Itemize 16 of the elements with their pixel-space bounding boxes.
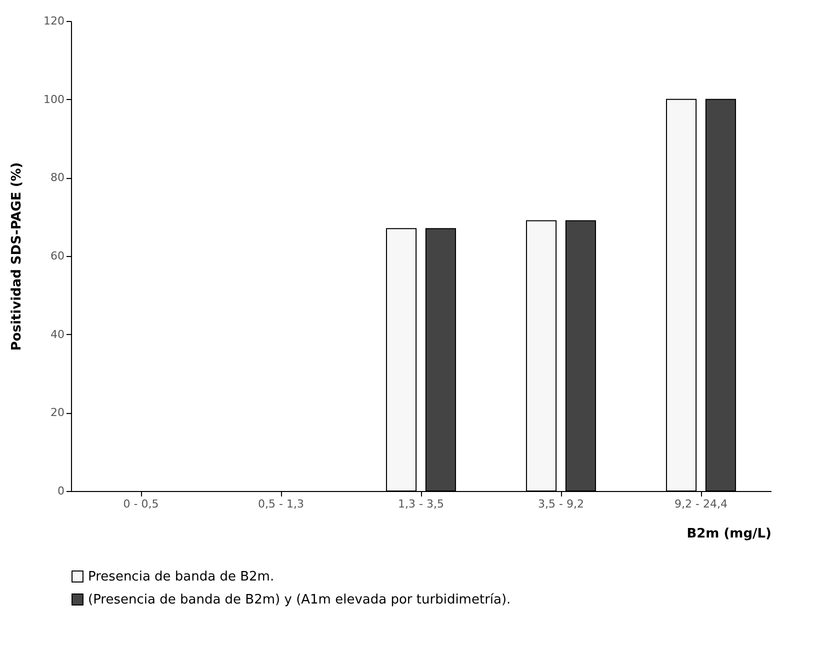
- x-tick-label: 3,5 - 9,2: [538, 498, 584, 510]
- y-tick-label: 60: [50, 250, 64, 262]
- x-tick-label: 9,2 - 24,4: [674, 498, 728, 510]
- y-tick-label: 0: [58, 484, 64, 498]
- y-tick-label: 20: [50, 406, 64, 420]
- y-tick-label: 100: [44, 92, 64, 106]
- y-axis-title: Positividad SDS-PAGE (%): [10, 162, 25, 351]
- legend-label: Presencia de banda de B2m.: [88, 570, 274, 584]
- x-axis-title: B2m (mg/L): [686, 526, 772, 542]
- x-tick-label: 0 - 0,5: [123, 498, 159, 510]
- x-tick-label: 0,5 - 1,3: [258, 498, 304, 510]
- y-tick-label: 80: [50, 171, 64, 184]
- legend-label: (Presencia de banda de B2m) y (A1m elevada por turbidimetría).: [88, 592, 511, 608]
- x-tick-label: 1,3 - 3,5: [398, 498, 444, 510]
- y-tick-label: 120: [44, 14, 64, 28]
- y-tick-label: 40: [50, 328, 64, 341]
